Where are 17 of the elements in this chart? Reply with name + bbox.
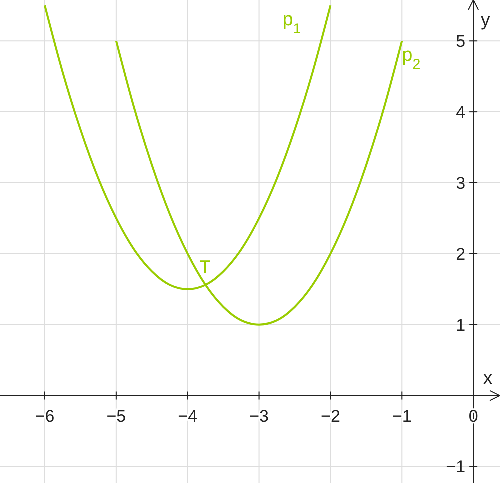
series-label: p$_{2}$ (402, 45, 421, 74)
x-tick-label: −6 (35, 406, 55, 426)
y-tick-label: 2 (456, 244, 466, 264)
y-tick-label: 4 (456, 103, 466, 122)
x-tick-label: −4 (178, 406, 198, 426)
y-tick-label: 1 (456, 316, 466, 335)
x-tick-label: −1 (392, 406, 412, 426)
x-tick-label: −2 (321, 406, 340, 426)
series-label: p$_{1}$ (282, 10, 302, 38)
y-tick-label: −1 (446, 458, 466, 477)
annotation: T (200, 257, 211, 278)
x-axis-title: x (484, 368, 492, 388)
y-tick-label: 5 (456, 32, 466, 52)
x-tick-label: −5 (106, 406, 126, 426)
y-tick-label: 3 (456, 174, 466, 193)
x-tick-label: −3 (250, 406, 269, 426)
y-axis-title: y (481, 10, 490, 30)
